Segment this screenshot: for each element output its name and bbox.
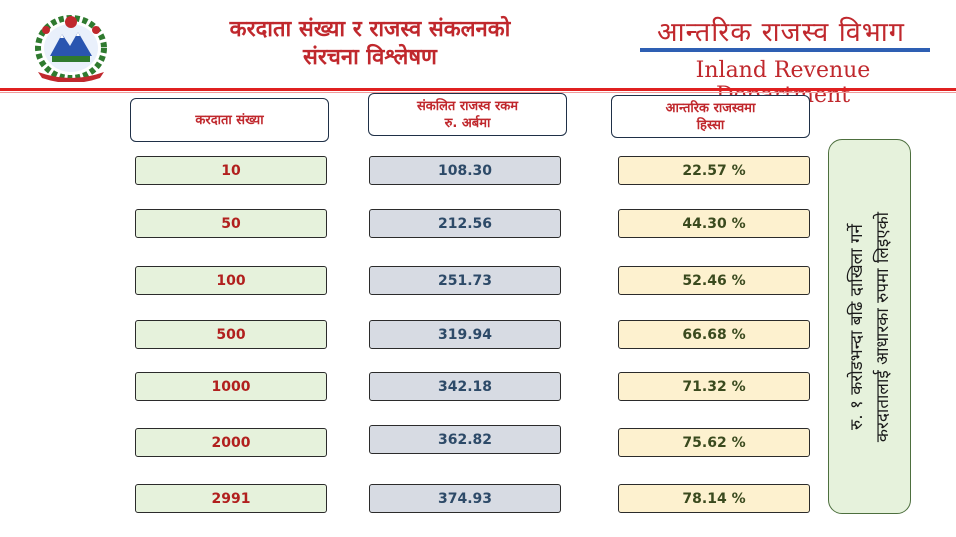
revenue-share-cell: 75.62 %	[618, 428, 810, 457]
department-underline	[640, 48, 930, 52]
side-note-line-1: रु. १ करोडभन्दा बढि दाखिला गर्ने	[846, 223, 867, 430]
revenue-share-cell: 22.57 %	[618, 156, 810, 185]
revenue-amount-cell: 319.94	[369, 320, 561, 349]
revenue-share-cell: 78.14 %	[618, 484, 810, 513]
revenue-amount-cell: 212.56	[369, 209, 561, 238]
taxpayers-header: करदाता संख्या	[130, 98, 329, 142]
revenue-amount-cell: 342.18	[369, 372, 561, 401]
side-note-box: रु. १ करोडभन्दा बढि दाखिला गर्ने करदाताल…	[828, 139, 911, 514]
revenue-share-cell: 71.32 %	[618, 372, 810, 401]
taxpayer-count-cell: 100	[135, 266, 327, 295]
revenue-share-cell: 44.30 %	[618, 209, 810, 238]
revenue-header-line-1: संकलित राजस्व रकम	[416, 98, 519, 114]
taxpayer-count-cell: 2000	[135, 428, 327, 457]
header-divider	[0, 88, 956, 91]
taxpayer-count-cell: 1000	[135, 372, 327, 401]
taxpayer-count-cell: 2991	[135, 484, 327, 513]
taxpayer-count-cell: 10	[135, 156, 327, 185]
revenue-header-line-2: रु. अर्बमा	[444, 115, 491, 131]
revenue-share-cell: 52.46 %	[618, 266, 810, 295]
department-name-nepali: आन्तरिक राजस्व विभाग	[656, 17, 905, 48]
title-line-2: संरचना विश्लेषण	[303, 45, 437, 70]
page-title: करदाता संख्या र राजस्व संकलनको संरचना वि…	[150, 16, 590, 72]
share-header-line-2: हिस्सा	[696, 117, 725, 133]
revenue-share-cell: 66.68 %	[618, 320, 810, 349]
share-header: आन्तरिक राजस्वमा हिस्सा	[611, 95, 810, 138]
revenue-amount-cell: 374.93	[369, 484, 561, 513]
side-note-text: रु. १ करोडभन्दा बढि दाखिला गर्ने करदाताल…	[844, 149, 896, 504]
taxpayer-count-cell: 500	[135, 320, 327, 349]
share-header-line-1: आन्तरिक राजस्वमा	[665, 100, 756, 116]
revenue-amount-cell: 251.73	[369, 266, 561, 295]
revenue-header: संकलित राजस्व रकम रु. अर्बमा	[368, 93, 567, 136]
side-note-line-2: करदातालाई आधारका रुपमा लिइएको	[872, 211, 893, 442]
header-divider-shadow	[0, 92, 956, 93]
taxpayers-header-label: करदाता संख्या	[195, 112, 264, 128]
revenue-amount-cell: 362.82	[369, 425, 561, 454]
government-emblem-icon	[30, 12, 112, 83]
revenue-amount-cell: 108.30	[369, 156, 561, 185]
title-line-1: करदाता संख्या र राजस्व संकलनको	[229, 17, 511, 42]
taxpayer-count-cell: 50	[135, 209, 327, 238]
